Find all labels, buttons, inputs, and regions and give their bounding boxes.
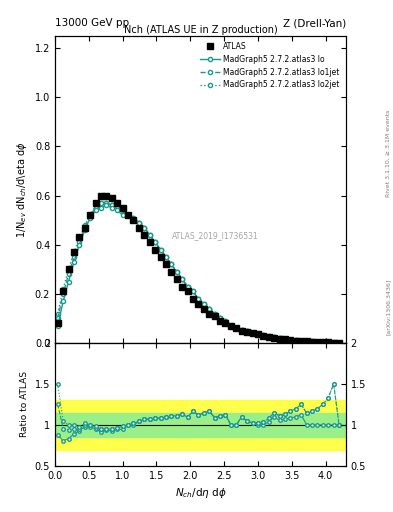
MadGraph5 2.7.2.atlas3 lo1jet [239,327,244,333]
MadGraph5 2.7.2.atlas3 lo [136,220,141,226]
MadGraph5 2.7.2.atlas3 lo2jet [277,335,282,341]
MadGraph5 2.7.2.atlas3 lo2jet [136,220,141,226]
MadGraph5 2.7.2.atlas3 lo1jet [310,338,314,345]
ATLAS [277,335,282,342]
ATLAS [55,321,60,327]
Line: MadGraph5 2.7.2.atlas3 lo: MadGraph5 2.7.2.atlas3 lo [56,203,341,345]
MadGraph5 2.7.2.atlas3 lo [55,323,60,329]
Text: ATLAS_2019_I1736531: ATLAS_2019_I1736531 [172,231,258,240]
MadGraph5 2.7.2.atlas3 lo1jet [55,315,60,322]
ATLAS [228,323,233,329]
MadGraph5 2.7.2.atlas3 lo2jet [337,339,342,346]
Title: Nch (ATLAS UE in Z production): Nch (ATLAS UE in Z production) [123,25,277,35]
MadGraph5 2.7.2.atlas3 lo2jet [99,200,103,206]
ATLAS [99,193,103,199]
MadGraph5 2.7.2.atlas3 lo [104,202,109,208]
Y-axis label: 1/N$_{ev}$ dN$_{ch}$/d\eta d$\phi$: 1/N$_{ev}$ dN$_{ch}$/d\eta d$\phi$ [15,141,29,238]
MadGraph5 2.7.2.atlas3 lo [228,323,233,329]
MadGraph5 2.7.2.atlas3 lo1jet [136,220,141,226]
MadGraph5 2.7.2.atlas3 lo [239,327,244,333]
ATLAS [331,339,336,346]
Legend: ATLAS, MadGraph5 2.7.2.atlas3 lo, MadGraph5 2.7.2.atlas3 lo1jet, MadGraph5 2.7.2: ATLAS, MadGraph5 2.7.2.atlas3 lo, MadGra… [198,39,342,92]
Line: ATLAS: ATLAS [55,193,342,345]
MadGraph5 2.7.2.atlas3 lo1jet [228,323,233,329]
MadGraph5 2.7.2.atlas3 lo1jet [99,200,103,206]
MadGraph5 2.7.2.atlas3 lo2jet [55,310,60,316]
Bar [55,400,346,450]
Text: [arXiv:1306.3436]: [arXiv:1306.3436] [386,279,391,335]
Bar [55,413,346,437]
MadGraph5 2.7.2.atlas3 lo2jet [239,327,244,333]
MadGraph5 2.7.2.atlas3 lo [331,339,336,346]
Y-axis label: Ratio to ATLAS: Ratio to ATLAS [20,372,29,437]
MadGraph5 2.7.2.atlas3 lo2jet [228,323,233,329]
ATLAS [337,339,342,346]
ATLAS [245,329,250,335]
MadGraph5 2.7.2.atlas3 lo [245,328,250,334]
MadGraph5 2.7.2.atlas3 lo1jet [277,335,282,341]
X-axis label: $N_{ch}$/d$\eta$ d$\phi$: $N_{ch}$/d$\eta$ d$\phi$ [174,486,226,500]
ATLAS [136,224,141,230]
MadGraph5 2.7.2.atlas3 lo2jet [223,318,228,324]
ATLAS [223,321,228,327]
MadGraph5 2.7.2.atlas3 lo2jet [310,338,314,345]
ATLAS [239,328,244,334]
MadGraph5 2.7.2.atlas3 lo [223,318,228,324]
Text: Rivet 3.1.10, ≥ 3.1M events: Rivet 3.1.10, ≥ 3.1M events [386,110,391,197]
MadGraph5 2.7.2.atlas3 lo [277,335,282,342]
Text: 13000 GeV pp: 13000 GeV pp [55,18,129,28]
Line: MadGraph5 2.7.2.atlas3 lo2jet: MadGraph5 2.7.2.atlas3 lo2jet [56,201,341,345]
MadGraph5 2.7.2.atlas3 lo1jet [337,339,342,346]
MadGraph5 2.7.2.atlas3 lo [337,339,342,346]
MadGraph5 2.7.2.atlas3 lo1jet [223,318,228,324]
Line: MadGraph5 2.7.2.atlas3 lo1jet: MadGraph5 2.7.2.atlas3 lo1jet [56,201,341,345]
Text: Z (Drell-Yan): Z (Drell-Yan) [283,18,346,28]
